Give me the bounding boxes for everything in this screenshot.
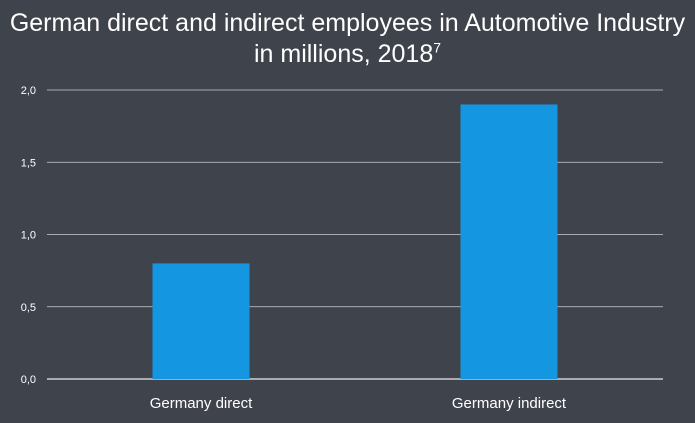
y-tick-label: 0,5 (21, 302, 36, 314)
bar (460, 104, 558, 379)
chart-title: German direct and indirect employees in … (0, 8, 695, 70)
y-tick-label: 2,0 (21, 85, 36, 97)
y-tick-label: 0,0 (21, 374, 36, 386)
x-category-label: Germany indirect (452, 395, 567, 412)
x-category-label: Germany direct (150, 395, 253, 412)
bar (152, 263, 250, 379)
y-tick-label: 1,5 (21, 157, 36, 169)
chart-title-footnote: 7 (433, 39, 442, 56)
y-tick-label: 1,0 (21, 230, 36, 242)
chart-title-text: German direct and indirect employees in … (9, 9, 686, 68)
